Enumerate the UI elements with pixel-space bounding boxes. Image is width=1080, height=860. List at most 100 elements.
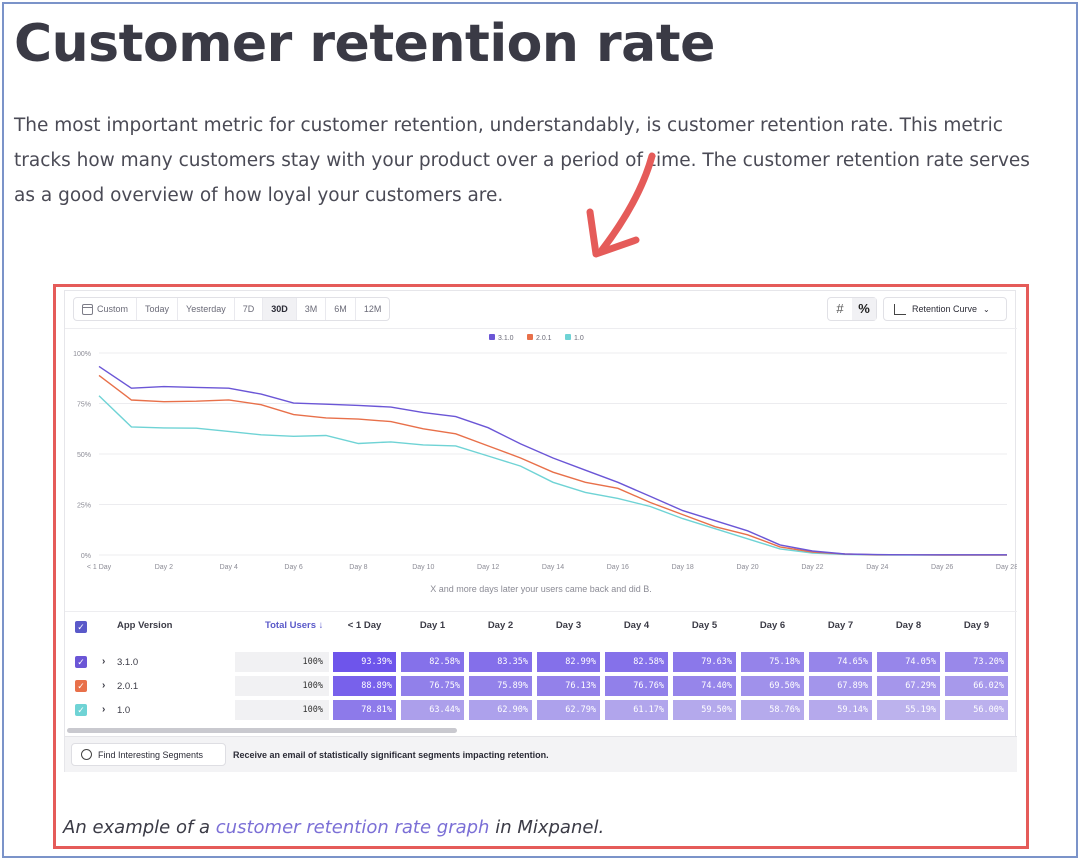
retention-cell: 75.18%: [741, 652, 804, 672]
total-users-cell: 100%: [235, 652, 329, 672]
range-label: 30D: [271, 304, 288, 314]
retention-cell: 62.79%: [537, 700, 600, 720]
x-tick-label: Day 14: [542, 564, 564, 571]
x-tick-label: Day 18: [672, 564, 694, 571]
caption-prefix: An example of a: [63, 817, 216, 838]
legend-swatch: [565, 334, 571, 340]
legend-label: 1.0: [574, 335, 584, 342]
header-day: Day 3: [555, 620, 582, 631]
range-label: 12M: [363, 304, 382, 314]
header-day: Day 6: [759, 620, 786, 631]
header-app-version: App Version: [117, 620, 173, 631]
y-tick-label: 100%: [73, 351, 91, 358]
row-checkbox[interactable]: ✓: [75, 680, 87, 692]
segments-footer: Find Interesting Segments Receive an ema…: [65, 736, 1017, 772]
y-tick-label: 75%: [77, 402, 91, 409]
range-label: 3M: [304, 304, 318, 314]
caption-link[interactable]: customer retention rate graph: [215, 817, 490, 838]
header-day: Day 5: [691, 620, 718, 631]
total-users-cell: 100%: [235, 700, 329, 720]
x-tick-label: Day 26: [931, 564, 953, 571]
annotation-arrow-icon: [586, 152, 656, 258]
range-label: 7D: [242, 304, 255, 314]
retention-cell: 63.44%: [401, 700, 464, 720]
range-label: Yesterday: [186, 304, 226, 314]
retention-cell: 67.89%: [809, 676, 872, 696]
range-label: 6M: [334, 304, 347, 314]
y-tick-label: 25%: [77, 503, 91, 510]
header-day: Day 4: [623, 620, 650, 631]
header-day: Day 9: [963, 620, 990, 631]
find-segments-label: Find Interesting Segments: [98, 749, 204, 760]
x-tick-label: Day 2: [155, 564, 173, 571]
expand-chevron-icon[interactable]: ›: [102, 680, 106, 691]
expand-chevron-icon[interactable]: ›: [102, 704, 106, 715]
retention-cell: 78.81%: [333, 700, 396, 720]
range-3m[interactable]: 3M: [297, 298, 327, 320]
find-segments-button[interactable]: Find Interesting Segments: [71, 743, 226, 766]
retention-cell: 59.14%: [809, 700, 872, 720]
page-title: Customer retention rate: [14, 14, 715, 74]
range-label: Today: [145, 304, 170, 314]
range-today[interactable]: Today: [137, 298, 179, 320]
row-label: 2.0.1: [117, 681, 139, 692]
retention-curve-dropdown[interactable]: Retention Curve ⌄: [883, 297, 1007, 321]
range-custom[interactable]: Custom: [74, 298, 138, 320]
caption-suffix: in Mixpanel.: [489, 817, 605, 838]
total-users-cell: 100%: [235, 676, 329, 696]
series-line: [98, 365, 1007, 556]
retention-table: ✓ App Version Total Users ↓ < 1 Day Day 1 Day…: [65, 611, 1017, 736]
header-day: Day 8: [895, 620, 922, 631]
retention-cell: 76.75%: [401, 676, 464, 696]
percent-toggle[interactable]: %: [852, 298, 876, 320]
retention-cell: 67.29%: [877, 676, 940, 696]
expand-chevron-icon[interactable]: ›: [102, 656, 106, 667]
range-label: Custom: [97, 304, 129, 314]
header-divider: [65, 328, 1017, 329]
row-checkbox[interactable]: ✓: [75, 704, 87, 716]
intro-paragraph: The most important metric for customer r…: [14, 115, 1030, 206]
x-tick-label: Day 20: [736, 564, 758, 571]
range-yesterday[interactable]: Yesterday: [178, 298, 235, 320]
mixpanel-report: Custom Today Yesterday 7D 30D 3M 6M 12M # % Ret…: [64, 290, 1017, 772]
x-axis-label: X and more days later your users came ba…: [430, 584, 652, 594]
retention-cell: 74.65%: [809, 652, 872, 672]
row-label: 1.0: [117, 705, 131, 716]
header-day: Day 7: [827, 620, 854, 631]
range-12m[interactable]: 12M: [356, 298, 390, 320]
row-checkbox[interactable]: ✓: [75, 656, 87, 668]
retention-cell: 79.63%: [673, 652, 736, 672]
range-30d[interactable]: 30D: [263, 298, 297, 320]
range-6m[interactable]: 6M: [326, 298, 356, 320]
series-line: [98, 374, 1007, 556]
x-tick-label: < 1 Day: [87, 564, 112, 571]
retention-cell: 55.19%: [877, 700, 940, 720]
retention-cell: 76.13%: [537, 676, 600, 696]
header-total-users[interactable]: Total Users ↓: [265, 620, 324, 631]
header-day: < 1 Day: [347, 620, 382, 631]
x-tick-label: Day 8: [349, 564, 367, 571]
header-day: Day 2: [487, 620, 514, 631]
retention-cell: 82.99%: [537, 652, 600, 672]
retention-cell: 56.00%: [945, 700, 1008, 720]
series-line: [98, 395, 1007, 556]
calendar-icon: [82, 303, 93, 315]
number-toggle[interactable]: #: [836, 301, 844, 316]
retention-cell: 75.89%: [469, 676, 532, 696]
select-all-checkbox[interactable]: ✓: [75, 621, 87, 633]
retention-cell: 61.17%: [605, 700, 668, 720]
line-chart-icon: [894, 303, 906, 315]
x-tick-label: Day 28: [996, 564, 1017, 571]
retention-cell: 62.90%: [469, 700, 532, 720]
retention-cell: 59.50%: [673, 700, 736, 720]
highlight-box: [53, 284, 1029, 849]
retention-curve-label: Retention Curve: [912, 304, 978, 314]
legend-label: 3.1.0: [498, 335, 514, 342]
legend-swatch: [489, 334, 495, 340]
figure-caption: An example of a customer retention rate …: [63, 817, 604, 838]
horizontal-scrollbar[interactable]: [67, 728, 457, 733]
row-label: 3.1.0: [117, 657, 139, 668]
range-7d[interactable]: 7D: [235, 298, 264, 320]
retention-cell: 74.05%: [877, 652, 940, 672]
